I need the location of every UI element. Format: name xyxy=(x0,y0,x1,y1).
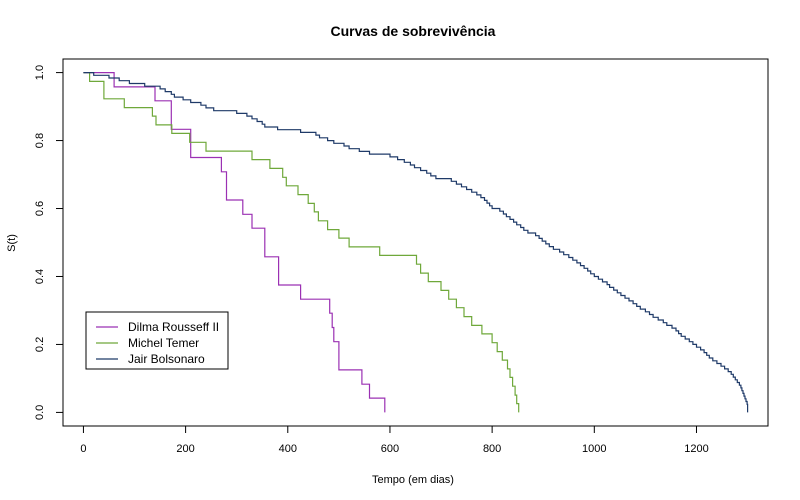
x-tick-label-5: 1000 xyxy=(582,443,606,455)
legend-label-2: Jair Bolsonaro xyxy=(128,352,205,366)
y-tick-label-1: 0.2 xyxy=(34,337,46,352)
x-tick-label-1: 200 xyxy=(176,443,194,455)
y-axis-label: S(t) xyxy=(6,234,18,252)
x-axis: 0 200 400 600 800 1000 1200 xyxy=(80,425,709,455)
x-tick-label-0: 0 xyxy=(80,443,86,455)
y-tick-label-5: 1.0 xyxy=(34,65,46,80)
x-axis-label: Tempo (em dias) xyxy=(372,474,454,486)
x-tick-label-2: 400 xyxy=(279,443,297,455)
x-tick-label-6: 1200 xyxy=(684,443,708,455)
chart-title: Curvas de sobrevivência xyxy=(331,23,496,39)
y-axis: 0.0 0.2 0.4 0.6 0.8 1.0 xyxy=(34,65,64,420)
legend: Dilma Rousseff II Michel Temer Jair Bolson… xyxy=(85,311,229,370)
series-line-2 xyxy=(83,72,749,413)
y-tick-label-4: 0.8 xyxy=(34,133,46,148)
series-line-1 xyxy=(83,72,520,413)
x-tick-label-4: 800 xyxy=(483,443,501,455)
y-tick-label-2: 0.4 xyxy=(34,269,46,284)
y-tick-label-0: 0.0 xyxy=(34,405,46,420)
x-tick-label-3: 600 xyxy=(381,443,399,455)
legend-label-0: Dilma Rousseff II xyxy=(128,320,219,334)
legend-label-1: Michel Temer xyxy=(128,336,199,350)
curves-layer xyxy=(83,72,749,413)
y-tick-label-3: 0.6 xyxy=(34,201,46,216)
plot-area-frame xyxy=(62,58,769,427)
